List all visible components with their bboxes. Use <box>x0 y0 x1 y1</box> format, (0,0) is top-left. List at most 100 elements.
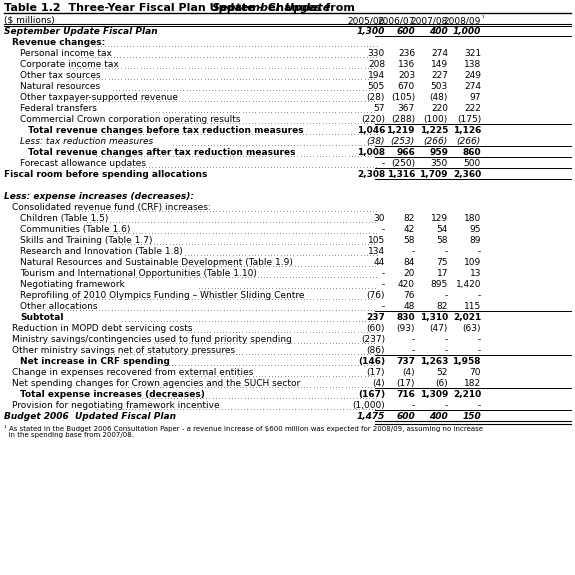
Text: 1,000: 1,000 <box>453 27 481 36</box>
Text: 1,126: 1,126 <box>453 126 481 135</box>
Text: -: - <box>382 269 385 278</box>
Text: (220): (220) <box>361 115 385 124</box>
Text: (146): (146) <box>358 357 385 366</box>
Text: 227: 227 <box>431 71 448 80</box>
Text: 500: 500 <box>464 159 481 168</box>
Text: 84: 84 <box>404 258 415 267</box>
Text: 129: 129 <box>431 214 448 223</box>
Text: (1,000): (1,000) <box>352 401 385 410</box>
Text: 2007/08: 2007/08 <box>411 16 448 25</box>
Text: Communities (Table 1.6): Communities (Table 1.6) <box>20 225 131 234</box>
Text: 503: 503 <box>431 82 448 91</box>
Text: 150: 150 <box>462 412 481 421</box>
Text: -: - <box>412 247 415 256</box>
Text: 600: 600 <box>396 412 415 421</box>
Text: 220: 220 <box>431 104 448 113</box>
Text: 57: 57 <box>374 104 385 113</box>
Text: September Update: September Update <box>212 3 330 13</box>
Text: 1,300: 1,300 <box>356 27 385 36</box>
Text: -: - <box>478 401 481 410</box>
Text: Natural resources: Natural resources <box>20 82 100 91</box>
Text: 236: 236 <box>398 49 415 58</box>
Text: 95: 95 <box>470 225 481 234</box>
Text: 89: 89 <box>470 236 481 245</box>
Text: Budget 2006  Updated Fiscal Plan: Budget 2006 Updated Fiscal Plan <box>4 412 176 421</box>
Text: Other allocations: Other allocations <box>20 302 98 311</box>
Text: (266): (266) <box>424 137 448 146</box>
Text: 274: 274 <box>464 82 481 91</box>
Text: 182: 182 <box>464 379 481 388</box>
Text: 136: 136 <box>398 60 415 69</box>
Text: (253): (253) <box>391 137 415 146</box>
Text: 2,210: 2,210 <box>453 390 481 399</box>
Text: 115: 115 <box>464 302 481 311</box>
Text: 330: 330 <box>368 49 385 58</box>
Text: 505: 505 <box>368 82 385 91</box>
Text: -: - <box>382 225 385 234</box>
Text: Other tax sources: Other tax sources <box>20 71 101 80</box>
Text: 274: 274 <box>431 49 448 58</box>
Text: 321: 321 <box>464 49 481 58</box>
Text: 109: 109 <box>464 258 481 267</box>
Text: 149: 149 <box>431 60 448 69</box>
Text: 1,958: 1,958 <box>453 357 481 366</box>
Text: 1,316: 1,316 <box>386 170 415 179</box>
Text: 70: 70 <box>470 368 481 377</box>
Text: (60): (60) <box>366 324 385 333</box>
Text: (6): (6) <box>435 379 448 388</box>
Text: (250): (250) <box>391 159 415 168</box>
Text: 830: 830 <box>396 313 415 322</box>
Text: Subtotal: Subtotal <box>20 313 63 322</box>
Text: ¹ As stated in the Budget 2006 Consultation Paper - a revenue increase of $600 m: ¹ As stated in the Budget 2006 Consultat… <box>4 426 483 432</box>
Text: Less: tax reduction measures: Less: tax reduction measures <box>20 137 154 146</box>
Text: Provision for negotiating framework incentive: Provision for negotiating framework ince… <box>12 401 220 410</box>
Text: (63): (63) <box>462 324 481 333</box>
Text: 134: 134 <box>368 247 385 256</box>
Text: Children (Table 1.5): Children (Table 1.5) <box>20 214 108 223</box>
Text: Consolidated revenue fund (CRF) increases:: Consolidated revenue fund (CRF) increase… <box>12 203 211 212</box>
Text: Net spending changes for Crown agencies and the SUCH sector: Net spending changes for Crown agencies … <box>12 379 300 388</box>
Text: 1,263: 1,263 <box>420 357 448 366</box>
Text: 895: 895 <box>431 280 448 289</box>
Text: (17): (17) <box>397 379 415 388</box>
Text: 670: 670 <box>398 82 415 91</box>
Text: 52: 52 <box>436 368 448 377</box>
Text: 1,008: 1,008 <box>357 148 385 157</box>
Text: 966: 966 <box>396 148 415 157</box>
Text: -: - <box>412 401 415 410</box>
Text: ¹: ¹ <box>482 16 485 21</box>
Text: -: - <box>412 346 415 355</box>
Text: (38): (38) <box>366 137 385 146</box>
Text: 1,219: 1,219 <box>386 126 415 135</box>
Text: 2005/06: 2005/06 <box>348 16 385 25</box>
Text: 400: 400 <box>430 27 448 36</box>
Text: Revenue changes:: Revenue changes: <box>12 38 105 47</box>
Text: Change in expenses recovered from external entities: Change in expenses recovered from extern… <box>12 368 254 377</box>
Text: Total revenue changes before tax reduction measures: Total revenue changes before tax reducti… <box>28 126 304 135</box>
Text: 58: 58 <box>436 236 448 245</box>
Text: (86): (86) <box>366 346 385 355</box>
Text: Fiscal room before spending allocations: Fiscal room before spending allocations <box>4 170 208 179</box>
Text: -: - <box>478 335 481 344</box>
Text: Reprofiling of 2010 Olympics Funding – Whistler Sliding Centre: Reprofiling of 2010 Olympics Funding – W… <box>20 291 305 300</box>
Text: 97: 97 <box>470 93 481 102</box>
Text: Less: expense increases (decreases):: Less: expense increases (decreases): <box>4 192 194 201</box>
Text: (100): (100) <box>424 115 448 124</box>
Text: 44: 44 <box>374 258 385 267</box>
Text: -: - <box>444 346 448 355</box>
Text: (237): (237) <box>361 335 385 344</box>
Text: 860: 860 <box>462 148 481 157</box>
Text: Personal income tax: Personal income tax <box>20 49 112 58</box>
Text: 13: 13 <box>470 269 481 278</box>
Text: Negotiating framework: Negotiating framework <box>20 280 125 289</box>
Text: -: - <box>382 159 385 168</box>
Text: -: - <box>444 335 448 344</box>
Text: Natural Resources and Sustainable Development (Table 1.9): Natural Resources and Sustainable Develo… <box>20 258 293 267</box>
Text: 203: 203 <box>398 71 415 80</box>
Text: 420: 420 <box>398 280 415 289</box>
Text: -: - <box>444 291 448 300</box>
Text: 58: 58 <box>404 236 415 245</box>
Text: (28): (28) <box>367 93 385 102</box>
Text: Other ministry savings net of statutory pressures: Other ministry savings net of statutory … <box>12 346 235 355</box>
Text: 737: 737 <box>396 357 415 366</box>
